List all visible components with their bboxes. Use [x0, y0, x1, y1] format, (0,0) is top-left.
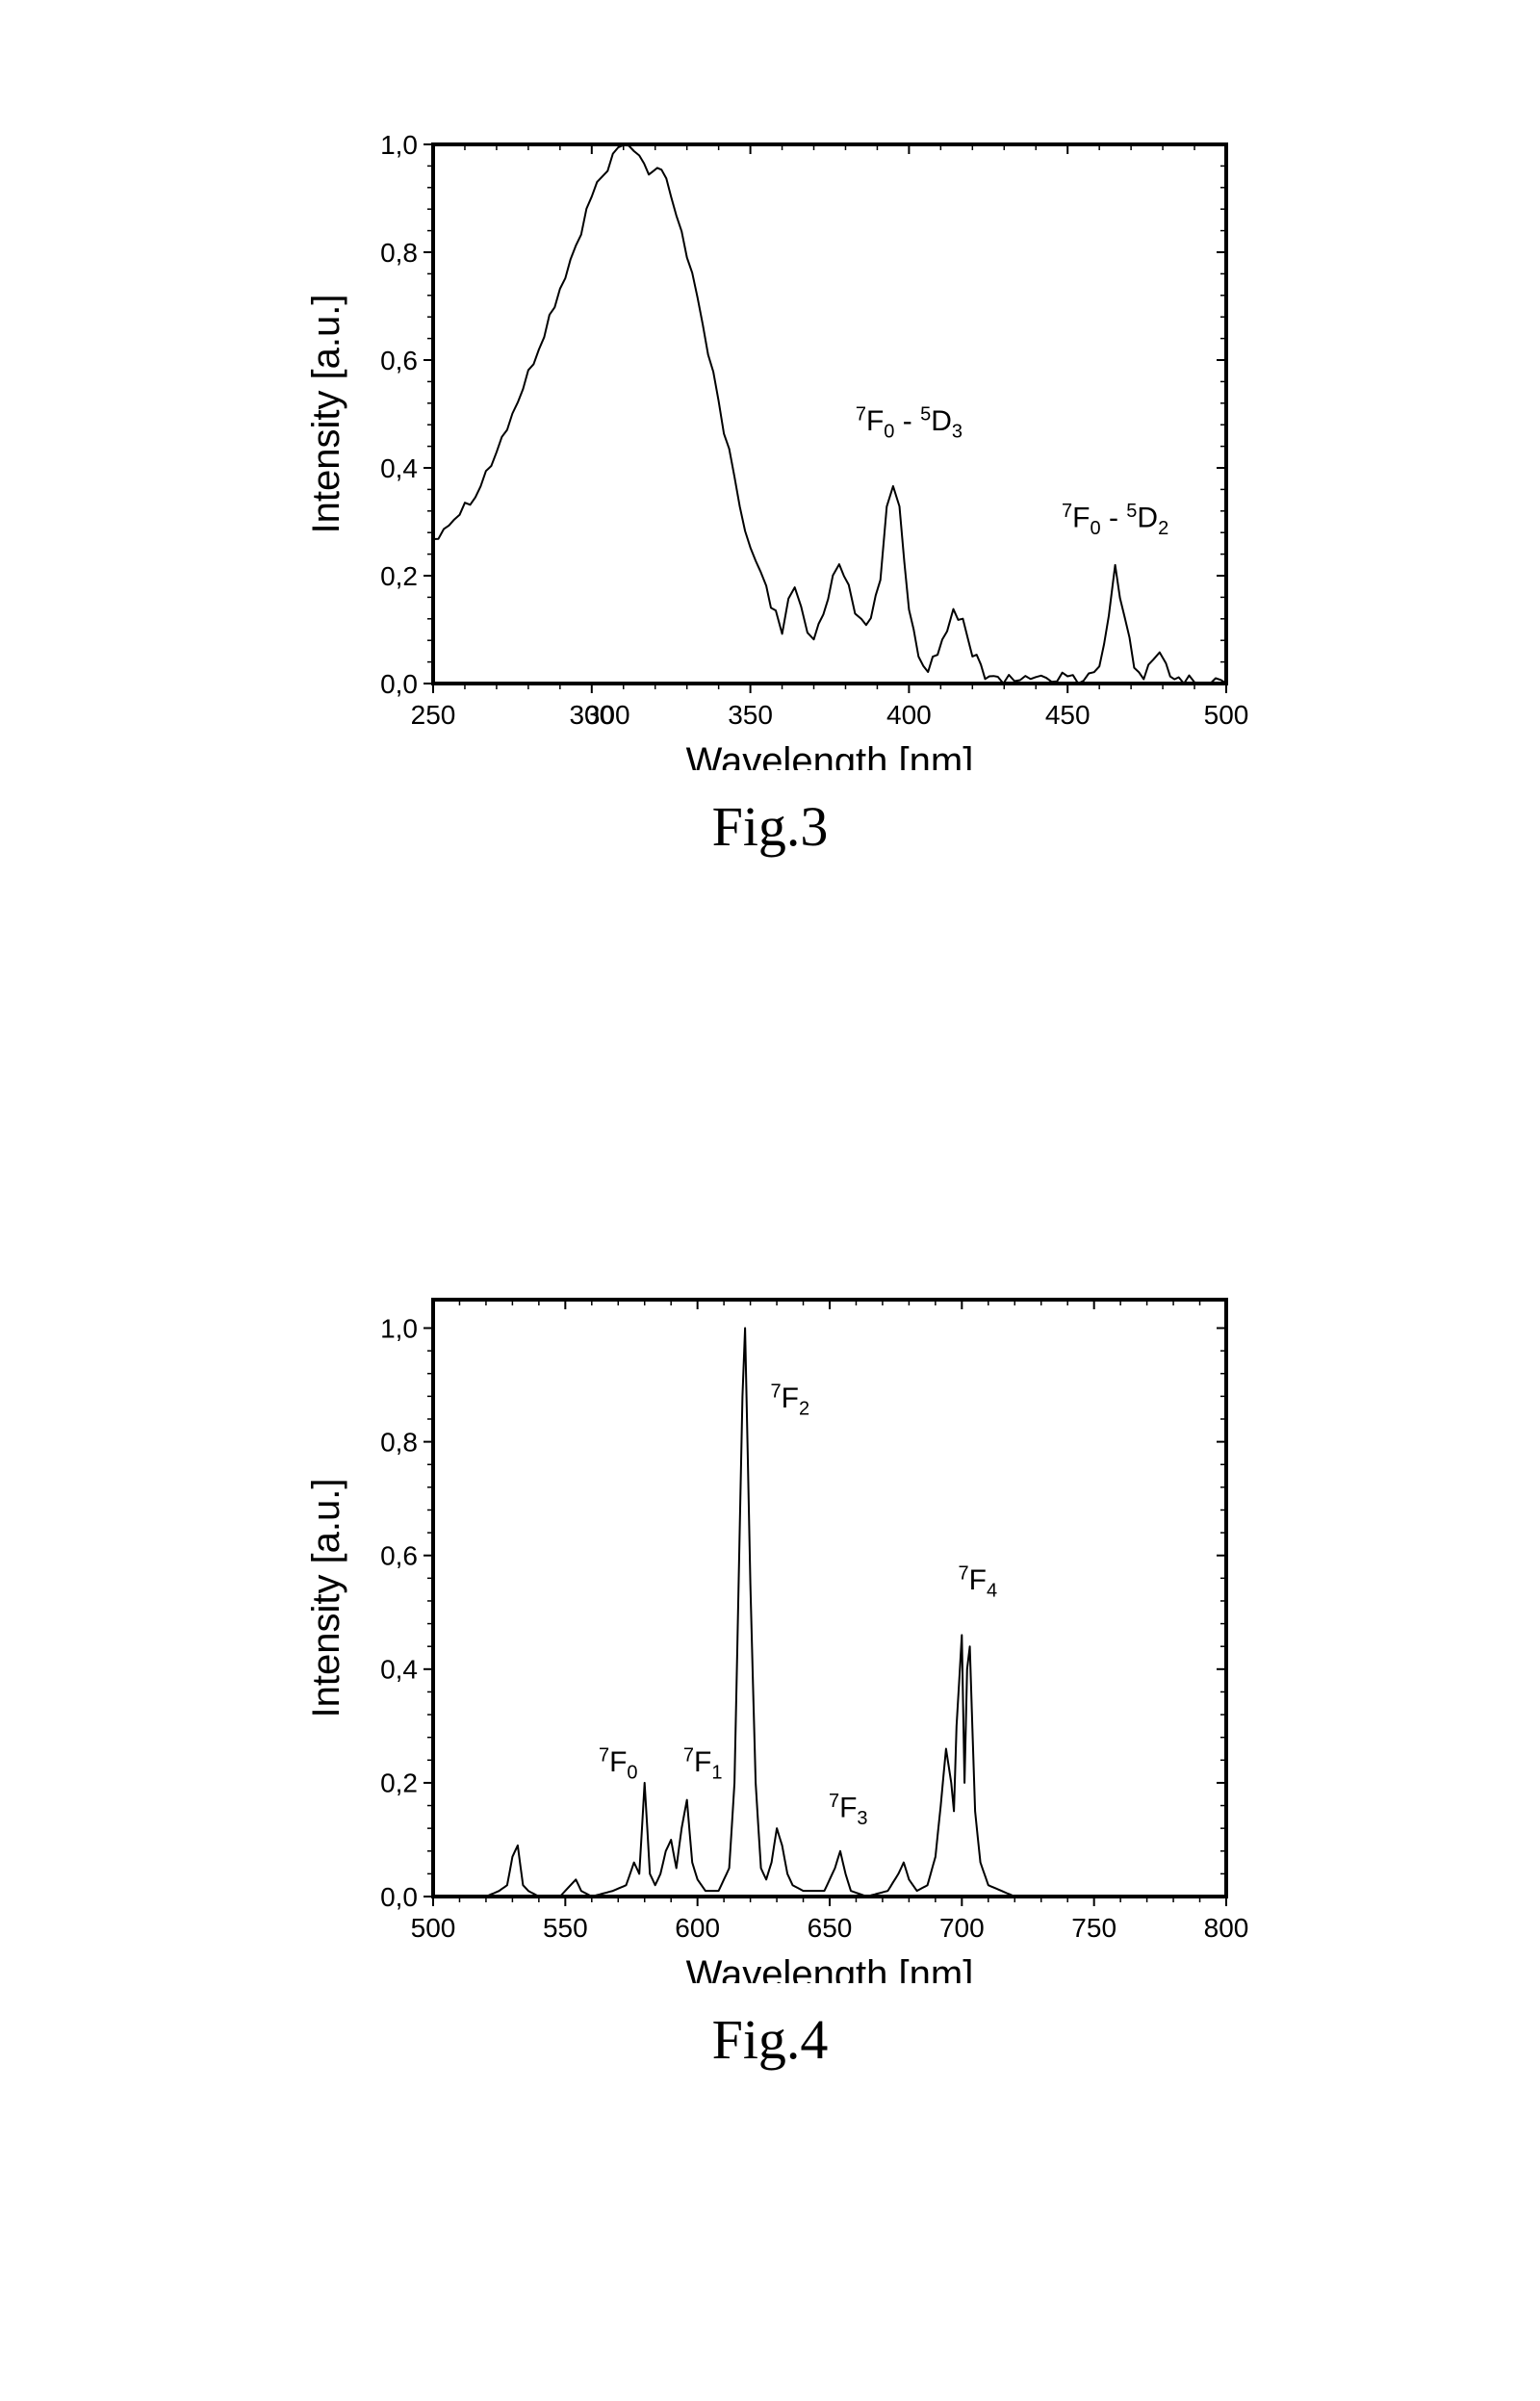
y-tick-label: 1,0: [380, 1313, 418, 1343]
fig3-caption: Fig.3: [712, 794, 829, 859]
y-tick-label: 0,4: [380, 1655, 418, 1685]
y-axis-label: Intensity [a.u.]: [305, 294, 347, 533]
page: 2503003504004505003000,00,20,40,60,81,0W…: [0, 0, 1540, 2401]
fig4-plot: 500 550 600 650 700 750 800 0,0 0,2 0,4 0,6 0,8 1,0 W…: [289, 1271, 1251, 1988]
chart-svg: 2503003504004505003000,00,20,40,60,81,0W…: [289, 116, 1251, 770]
chart-svg: 500 550 600 650 700 750 800 0,0 0,2 0,4 0,6 0,8 1,0 W…: [289, 1271, 1251, 1983]
fig4-caption: Fig.4: [712, 2007, 829, 2072]
x-tick-label: 750: [1071, 1913, 1116, 1943]
x-tick-label: 400: [886, 700, 932, 730]
x-tick-label: 500: [411, 1913, 456, 1943]
y-tick-label: 1,0: [380, 130, 418, 160]
x-tick-label: 700: [939, 1913, 985, 1943]
x-tick-label: 250: [411, 700, 456, 730]
peak-annotation: 7F0 - 5D2: [1062, 501, 1168, 539]
x-tick-label: 450: [1045, 700, 1091, 730]
peak-annotation: 7F0 - 5D3: [856, 403, 962, 442]
fig3-container: 2503003504004505003000,00,20,40,60,81,0W…: [289, 116, 1251, 859]
y-tick-label: 0,0: [380, 669, 418, 699]
y-tick-label: 0,4: [380, 453, 418, 483]
y-axis-label: Intensity [a.u.]: [305, 1478, 347, 1717]
x-tick-label: 800: [1204, 1913, 1249, 1943]
y-tick-label: 0,0: [380, 1882, 418, 1912]
svg-text:300: 300: [585, 700, 630, 730]
x-tick-label: 600: [675, 1913, 720, 1943]
x-tick-label: 550: [543, 1913, 588, 1943]
x-tick-label: 650: [808, 1913, 853, 1943]
y-tick-label: 0,8: [380, 1427, 418, 1457]
y-tick-label: 0,2: [380, 561, 418, 591]
fig4-container: 500 550 600 650 700 750 800 0,0 0,2 0,4 0,6 0,8 1,0 W…: [289, 1271, 1251, 2072]
x-tick-label: 350: [728, 700, 773, 730]
y-tick-label: 0,2: [380, 1768, 418, 1798]
y-tick-label: 0,8: [380, 238, 418, 268]
y-tick-label: 0,6: [380, 1541, 418, 1571]
x-tick-label: 500: [1204, 700, 1249, 730]
x-axis-label: Wavelength [nm]: [686, 740, 974, 770]
y-tick-label: 0,6: [380, 346, 418, 375]
fig3-plot: 2503003504004505003000,00,20,40,60,81,0W…: [289, 116, 1251, 775]
x-axis-label: Wavelength [nm]: [686, 1953, 974, 1983]
